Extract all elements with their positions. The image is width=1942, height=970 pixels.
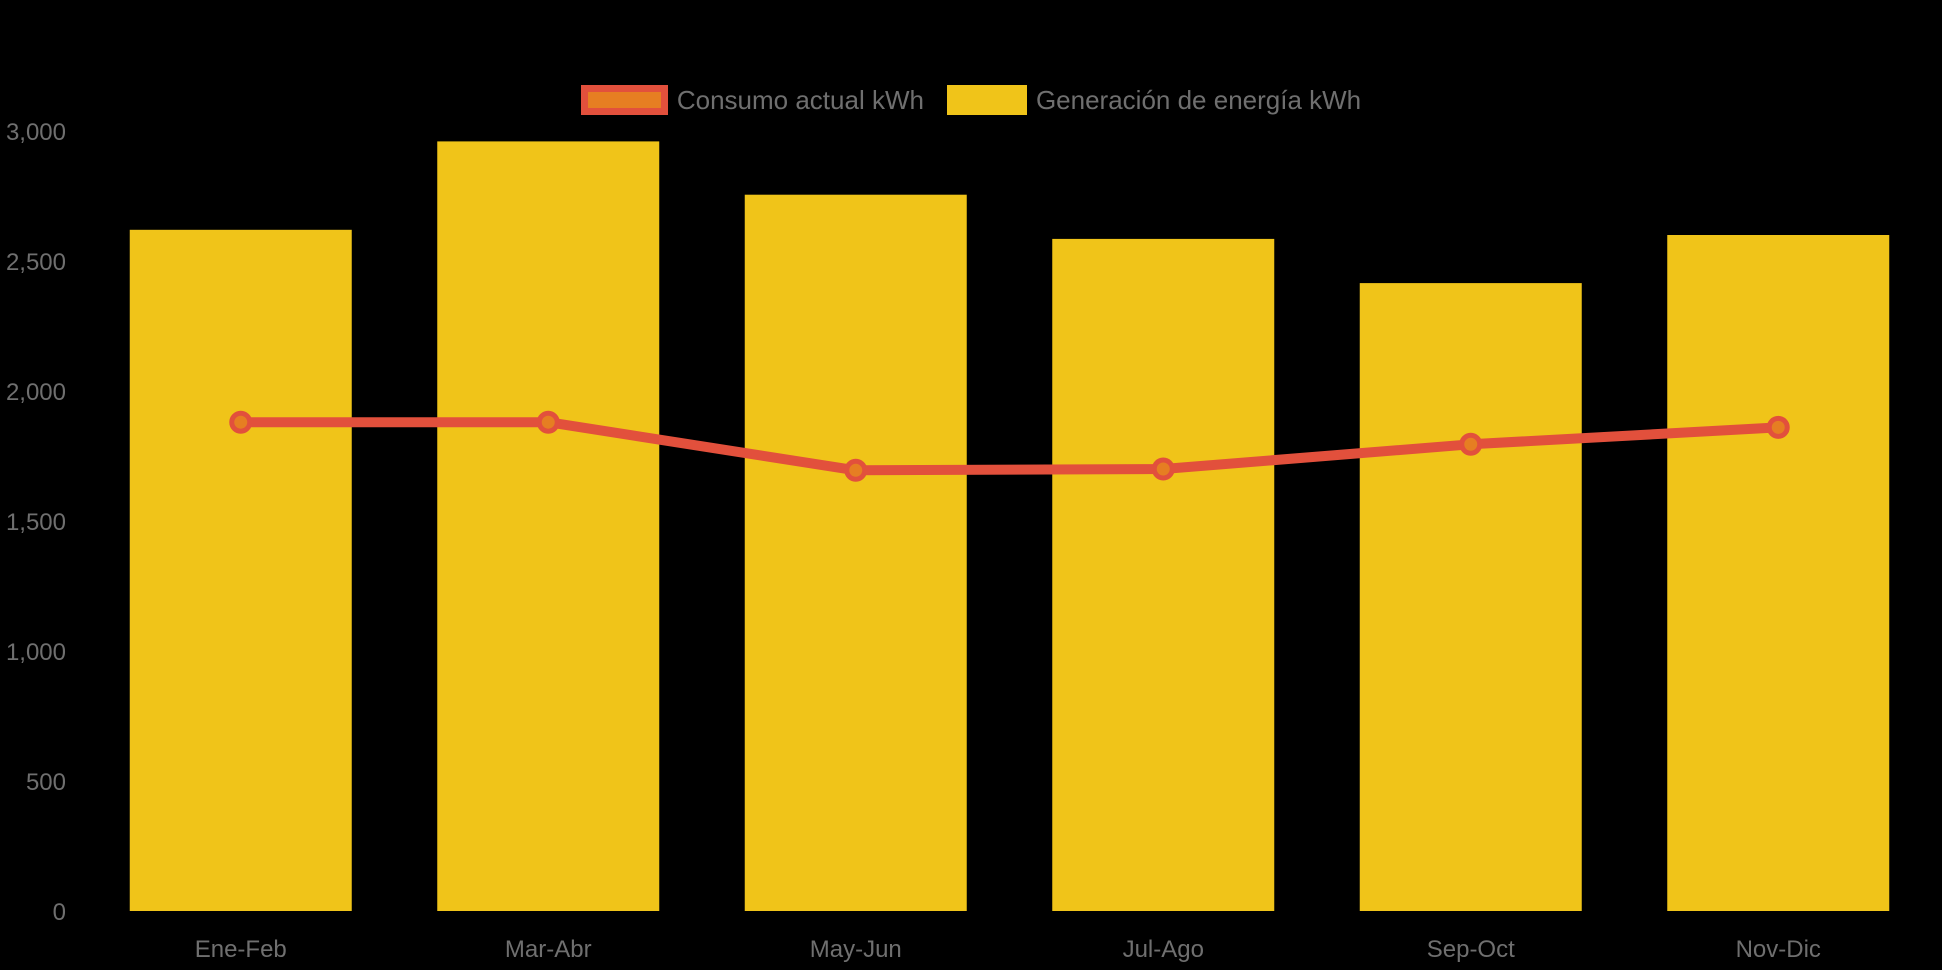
x-axis-category-label: Nov-Dic	[1736, 936, 1821, 963]
bar-generacion	[437, 141, 660, 911]
line-point-marker	[229, 410, 253, 434]
line-point-marker	[844, 458, 868, 482]
bar-generacion	[744, 194, 967, 911]
x-axis-category-label: Ene-Feb	[195, 936, 287, 963]
line-point-marker	[1459, 432, 1483, 456]
legend-swatch-generacion-icon	[946, 85, 1027, 115]
bar-generacion	[1052, 238, 1275, 911]
y-axis-tick-label: 3,000	[6, 119, 66, 146]
line-point-marker	[536, 410, 560, 434]
line-consumo	[235, 417, 1784, 476]
line-point-marker	[1766, 415, 1790, 439]
legend-label-consumo: Consumo actual kWh	[676, 85, 924, 115]
line-point-marker	[1151, 457, 1175, 481]
chart-legend: Consumo actual kWh Generación de energía…	[0, 85, 1942, 115]
y-axis-tick-label: 0	[53, 899, 66, 926]
bar-generacion	[1359, 283, 1582, 912]
legend-item-consumo: Consumo actual kWh	[580, 85, 924, 115]
x-axis-category-label: May-Jun	[810, 936, 902, 963]
y-axis-tick-label: 2,000	[6, 379, 66, 406]
y-axis-tick-label: 1,000	[6, 639, 66, 666]
x-axis-category-label: Sep-Oct	[1427, 936, 1515, 963]
y-axis-tick-label: 500	[26, 769, 66, 796]
legend-item-generacion: Generación de energía kWh	[946, 85, 1362, 115]
bar-generacion	[1667, 235, 1890, 911]
x-axis-category-label: Mar-Abr	[505, 936, 592, 963]
y-axis-tick-label: 1,500	[6, 509, 66, 536]
y-axis-tick-label: 2,500	[6, 249, 66, 276]
bar-generacion	[129, 229, 352, 912]
legend-label-generacion: Generación de energía kWh	[1035, 85, 1362, 115]
x-axis-category-label: Jul-Ago	[1123, 936, 1204, 963]
legend-swatch-consumo-icon	[580, 85, 668, 115]
